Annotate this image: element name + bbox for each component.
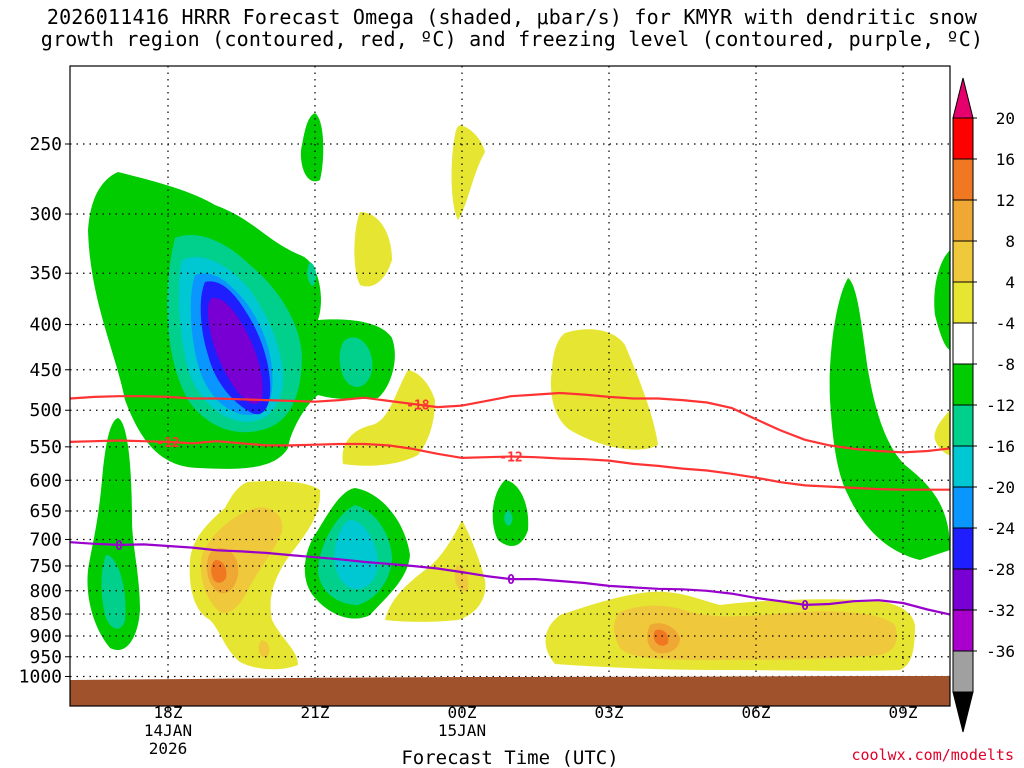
- x-tick-sublabel-18Z: 14JAN: [144, 721, 192, 740]
- colorbar-label--32: -32: [986, 601, 1015, 620]
- contour-label-freezing-0: 0: [115, 539, 123, 554]
- contour-label-freezing-1: 0: [507, 573, 515, 588]
- contour-freezing: [70, 541, 950, 616]
- y-tick-label-700: 700: [29, 529, 62, 550]
- gridlines: [70, 66, 950, 706]
- colorbar-arrow-bottom: [952, 691, 974, 733]
- colorbar-swatch-13: [952, 650, 974, 693]
- colorbar-swatch-5: [952, 322, 974, 365]
- colorbar: 20 16 12 8 4 -4 -8 -12 -16 -20 -24 -28 -32 -36: [952, 77, 1015, 733]
- x-tick-label-00Z: 00Z: [448, 703, 477, 722]
- y-tick-label-900: 900: [29, 626, 62, 647]
- x-tick-label-06Z: 06Z: [742, 703, 771, 722]
- x-axis-title: Forecast Time (UTC): [401, 747, 618, 768]
- omega-region-yellow-right: [934, 410, 950, 455]
- watermark: coolwx.com/modelts: [851, 746, 1014, 764]
- chart-title: 2026011416 HRRR Forecast Omega (shaded, …: [0, 6, 1024, 50]
- colorbar-swatch-8: [952, 445, 974, 488]
- colorbar-label--16: -16: [986, 437, 1015, 456]
- colorbar-label--12: -12: [986, 396, 1015, 415]
- contour-label-freezing-2: 0: [801, 599, 809, 614]
- omega-shading: [87, 113, 950, 671]
- y-tick-label-400: 400: [29, 315, 62, 336]
- omega-region-yellow-low-wedge: [385, 520, 486, 622]
- colorbar-swatch-7: [952, 404, 974, 447]
- title-line-2: growth region (contoured, red, ºC) and f…: [40, 27, 984, 51]
- colorbar-swatch-9: [952, 486, 974, 529]
- omega-region-yellow-4: [550, 329, 658, 450]
- y-tick-label-750: 750: [29, 556, 62, 577]
- colorbar-swatch-12: [952, 609, 974, 652]
- x-tick-label-18Z: 18Z: [154, 703, 183, 722]
- omega-region-cyan-2: [307, 262, 317, 286]
- title-line-1: 2026011416 HRRR Forecast Omega (shaded, …: [46, 5, 978, 29]
- colorbar-swatch-0: [952, 117, 974, 160]
- x-tick-year-18Z: 2026: [149, 739, 188, 758]
- contour-dgz-bottom: [70, 439, 950, 491]
- contour-lines: -18 -12 -12 0 0 0: [70, 391, 950, 616]
- colorbar-label--24: -24: [986, 519, 1015, 538]
- x-tick-label-03Z: 03Z: [595, 703, 624, 722]
- y-axis: 2503003504004505005506006507007508008509…: [19, 134, 70, 687]
- colorbar-swatch-2: [952, 199, 974, 242]
- y-tick-label-1000: 1000: [19, 666, 62, 687]
- colorbar-label-20: 20: [996, 109, 1015, 128]
- x-tick-label-09Z: 09Z: [889, 703, 918, 722]
- colorbar-arrow-top: [952, 77, 974, 119]
- y-tick-label-650: 650: [29, 501, 62, 522]
- colorbar-swatch-4: [952, 281, 974, 324]
- contour-label-dgz-bottom-0: -12: [156, 436, 179, 451]
- omega-region-yellow-top: [451, 125, 485, 220]
- y-tick-label-500: 500: [29, 400, 62, 421]
- y-tick-label-350: 350: [29, 263, 62, 284]
- colorbar-swatch-3: [952, 240, 974, 283]
- omega-region-yellow-small: [258, 640, 270, 658]
- ground-terrain: [70, 676, 950, 706]
- omega-region-purple-1: [207, 297, 263, 404]
- colorbar-label--8: -8: [996, 355, 1015, 374]
- omega-region-cyan-low-mid: [334, 520, 378, 590]
- y-tick-label-250: 250: [29, 134, 62, 155]
- colorbar-label--20: -20: [986, 478, 1015, 497]
- x-tick-label-21Z: 21Z: [301, 703, 330, 722]
- colorbar-label--4: -4: [996, 314, 1015, 333]
- y-tick-label-300: 300: [29, 204, 62, 225]
- contour-label-dgz-top-0: -18: [406, 399, 430, 414]
- omega-region-green-low-left: [87, 418, 140, 651]
- y-tick-label-850: 850: [29, 604, 62, 625]
- y-tick-label-950: 950: [29, 647, 62, 668]
- contour-label-dgz-bottom-1: -12: [499, 450, 522, 465]
- omega-region-yellow-3: [342, 370, 435, 466]
- colorbar-label--28: -28: [986, 560, 1015, 579]
- y-tick-label-800: 800: [29, 581, 62, 602]
- omega-region-deep-orange-low-right: [653, 629, 669, 646]
- colorbar-swatch-1: [952, 158, 974, 201]
- omega-region-green-right-edge: [934, 250, 950, 350]
- omega-region-teal-low-small: [504, 510, 513, 526]
- omega-region-yellow-2: [354, 212, 392, 287]
- omega-region-teal-2: [339, 337, 373, 388]
- colorbar-swatch-10: [952, 527, 974, 570]
- omega-region-green-right-plume: [829, 278, 950, 560]
- colorbar-swatch-11: [952, 568, 974, 611]
- y-tick-label-600: 600: [29, 470, 62, 491]
- colorbar-label-12: 12: [996, 191, 1015, 210]
- colorbar-label-4: 4: [1005, 273, 1015, 292]
- y-tick-label-450: 450: [29, 360, 62, 381]
- omega-region-green-top-narrow: [300, 113, 324, 182]
- colorbar-label-8: 8: [1005, 232, 1015, 251]
- colorbar-label--36: -36: [986, 642, 1015, 661]
- contour-dgz-top: [70, 391, 950, 454]
- plot-frame: [69, 65, 951, 707]
- y-tick-label-550: 550: [29, 437, 62, 458]
- omega-region-deep-orange-low-left: [211, 560, 227, 583]
- omega-region-teal-low-left: [101, 555, 126, 629]
- x-tick-sublabel-00Z: 15JAN: [438, 721, 486, 740]
- colorbar-swatch-6: [952, 363, 974, 406]
- colorbar-label-16: 16: [996, 150, 1015, 169]
